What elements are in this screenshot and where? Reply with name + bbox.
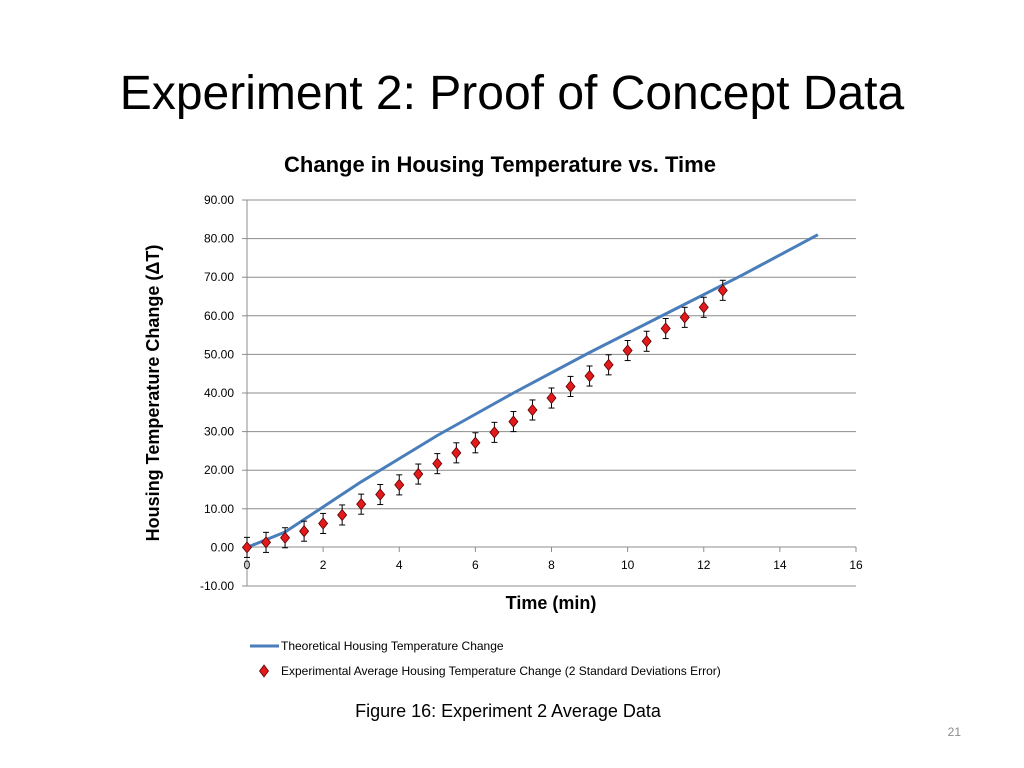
data-point bbox=[299, 525, 310, 538]
x-tick-label: 2 bbox=[320, 558, 327, 572]
y-tick-label: 60.00 bbox=[204, 309, 234, 323]
data-points bbox=[241, 279, 728, 558]
data-point bbox=[375, 488, 386, 501]
theory-line-layer bbox=[246, 233, 819, 549]
x-tick-label: 10 bbox=[621, 558, 635, 572]
data-point bbox=[679, 311, 690, 324]
y-tick-label: 20.00 bbox=[204, 463, 234, 477]
x-tick-label: 8 bbox=[548, 558, 555, 572]
x-tick-label: 12 bbox=[697, 558, 711, 572]
data-point bbox=[584, 369, 595, 383]
legend-label-theoretical: Theoretical Housing Temperature Change bbox=[281, 639, 504, 653]
x-tick-label: 4 bbox=[396, 558, 403, 572]
tick-labels: -10.00 0.00 10.00 20.00 30.00 40.00 50.00 60.00… bbox=[200, 193, 863, 593]
x-tick-label: 0 bbox=[244, 558, 251, 572]
data-point bbox=[280, 531, 291, 544]
theoretical-line bbox=[246, 233, 819, 549]
page-number: 21 bbox=[947, 725, 961, 739]
axes bbox=[242, 199, 857, 587]
x-axis-title: Time (min) bbox=[506, 593, 597, 613]
data-point bbox=[717, 284, 728, 297]
y-axis-title: Housing Temperature Change (ΔT) bbox=[143, 245, 163, 542]
data-point bbox=[641, 335, 652, 348]
data-point bbox=[394, 478, 405, 491]
data-point bbox=[546, 391, 557, 405]
data-point bbox=[261, 536, 272, 549]
legend: Theoretical Housing Temperature Change E… bbox=[250, 639, 721, 678]
data-point bbox=[337, 508, 348, 522]
x-tick-label: 6 bbox=[472, 558, 479, 572]
data-point bbox=[451, 446, 462, 459]
y-tick-label: 30.00 bbox=[204, 425, 234, 439]
data-point bbox=[527, 403, 538, 417]
data-point bbox=[698, 301, 709, 314]
y-tick-label: 0.00 bbox=[211, 540, 235, 554]
y-tick-label: 90.00 bbox=[204, 193, 234, 207]
data-point bbox=[565, 380, 576, 393]
y-tick-label: 10.00 bbox=[204, 502, 234, 516]
slide-title: Experiment 2: Proof of Concept Data bbox=[119, 67, 905, 120]
chart-title: Change in Housing Temperature vs. Time bbox=[284, 152, 716, 177]
figure-caption: Figure 16: Experiment 2 Average Data bbox=[355, 701, 661, 721]
grid-lines bbox=[247, 199, 856, 587]
data-point bbox=[660, 322, 671, 335]
data-point bbox=[603, 358, 614, 371]
y-tick-label: 70.00 bbox=[204, 270, 234, 284]
legend-label-experimental: Experimental Average Housing Temperature… bbox=[281, 664, 721, 678]
x-tick-label: 14 bbox=[773, 558, 787, 572]
data-point bbox=[413, 467, 424, 481]
data-point bbox=[356, 498, 367, 511]
data-point bbox=[432, 457, 443, 470]
legend-marker-swatch bbox=[259, 664, 269, 678]
data-point bbox=[470, 436, 481, 449]
y-tick-label: -10.00 bbox=[200, 579, 234, 593]
data-point bbox=[241, 541, 253, 554]
data-point bbox=[622, 344, 633, 357]
data-point bbox=[318, 517, 329, 530]
y-tick-label: 80.00 bbox=[204, 232, 234, 246]
data-point bbox=[489, 426, 500, 439]
data-point bbox=[508, 415, 519, 428]
y-tick-label: 40.00 bbox=[204, 386, 234, 400]
y-tick-label: 50.00 bbox=[204, 347, 234, 361]
x-tick-label: 16 bbox=[849, 558, 863, 572]
